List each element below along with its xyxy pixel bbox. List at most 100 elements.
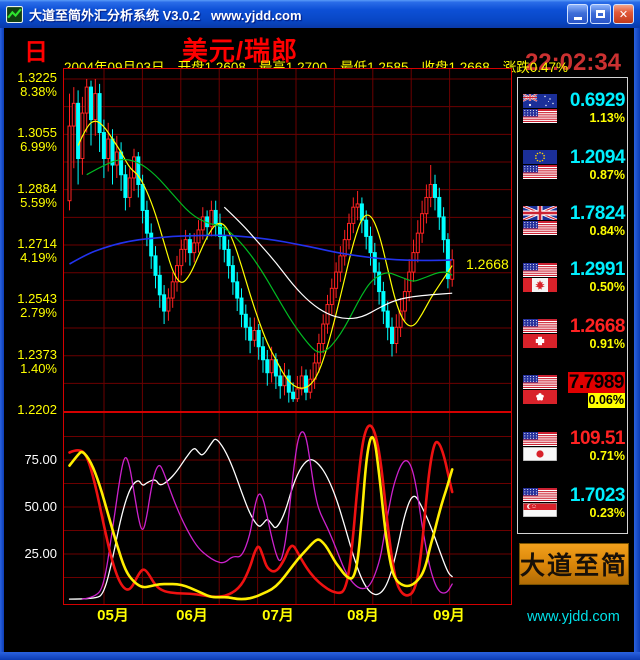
quote-change-percent: 0.71% [589,449,625,464]
candle [385,310,390,328]
quote-row[interactable]: 1.7023 0.23% [518,477,627,529]
candle [192,242,197,254]
period-label[interactable]: 日 [24,39,48,66]
price-tick-label: 1.2714 [17,235,57,251]
candle [381,291,386,312]
candle [170,281,175,299]
candle [372,252,377,273]
quote-row[interactable]: 1.2991 0.50% [518,251,627,303]
flag-pair [523,150,558,180]
quote-rate: 1.7824 [569,202,626,224]
flag-eu-icon [523,150,557,165]
candle [187,239,192,254]
flag-us-icon [523,488,557,503]
candle [316,342,321,364]
candle [123,174,128,198]
candle [67,125,72,202]
candle [398,310,403,328]
candle [265,359,270,374]
quote-row[interactable]: 1.7824 0.84% [518,195,627,247]
candle [226,248,231,267]
flag-us-icon [523,431,557,446]
candle [411,252,416,273]
candle [269,359,274,374]
price-tick-label: 1.3225 [17,70,57,85]
flag-pair [523,431,558,461]
quote-rate: 7.7989 [567,371,625,393]
candle [338,255,343,273]
close-icon: ✕ [618,8,629,21]
candle [424,196,429,215]
candle [235,281,240,299]
candle [355,203,360,208]
quote-row[interactable]: 109.51 0.71% [518,420,627,472]
candle [252,330,257,341]
candle [248,326,253,341]
quote-change-percent: 1.13% [589,111,625,126]
candle [394,326,399,344]
flag-pair [523,375,558,405]
quote-row[interactable]: 7.7989 0.06% [518,364,627,416]
candle [230,265,235,283]
logo-banner: 大道至简 [519,543,629,585]
percent-tick-label: 5.59% [20,194,57,210]
quote-change-percent: 0.06% [587,392,625,408]
candle [132,156,136,179]
titlebar[interactable]: 大道至简外汇分析系统 V3.0.2 www.yjdd.com ✕ [0,0,640,28]
osc-yellow [68,435,454,601]
osc-magenta [81,431,453,600]
main-chart-panel[interactable]: 1.2668 [63,68,512,412]
flag-sg-icon [523,503,557,518]
flag-pair [523,206,558,236]
quote-rate: 1.2991 [569,259,626,281]
candle [93,93,98,121]
symbol-title: 美元/瑞郎 [181,36,299,66]
maximize-button[interactable] [590,4,611,24]
quote-rate: 1.2668 [569,315,626,337]
quote-row[interactable]: 1.2668 0.91% [518,308,627,360]
indicator-tick-label: 25.00 [24,546,57,561]
candle [286,375,291,393]
indicator-tick-label: 50.00 [24,499,57,514]
candle [415,232,420,254]
candle [97,93,102,134]
ma-long-white [223,206,453,320]
candle [377,271,382,293]
quote-change-percent: 0.50% [589,280,625,295]
candle [144,209,149,234]
candle [441,216,446,241]
indicator-panel[interactable] [63,412,512,605]
window-border-bottom [0,652,640,660]
candle [243,313,248,328]
flag-us-icon [523,319,557,334]
app-icon [6,5,23,23]
month-label: 07月 [262,607,294,624]
flag-hk-icon [523,390,557,405]
candle [119,151,124,176]
osc-red [68,424,454,599]
candle [278,375,283,387]
candle [420,213,425,234]
flag-us-icon [523,108,557,123]
minimize-button[interactable] [567,4,588,24]
candle [295,388,300,400]
percent-tick-label: 8.38% [20,84,57,99]
candle [149,232,154,257]
quote-panel: 0.6929 1.13% 1.2094 0.87% 1.7824 0.84% 1.2991 0… [517,77,628,534]
candle [157,274,162,296]
minimize-icon [573,17,582,20]
candle [127,177,132,198]
candle [140,183,145,211]
candle [166,297,171,312]
candle [402,291,407,312]
close-button[interactable]: ✕ [613,4,634,24]
quote-row[interactable]: 0.6929 1.13% [518,82,627,134]
site-link[interactable]: www.yjdd.com [527,609,620,625]
quote-row[interactable]: 1.2094 0.87% [518,139,627,191]
month-label: 06月 [176,607,208,624]
candle [364,219,369,237]
percent-tick-label: 6.99% [20,139,57,155]
quote-change-percent: 0.87% [589,167,625,182]
candle [162,294,167,312]
ma-mid-green [86,158,453,353]
